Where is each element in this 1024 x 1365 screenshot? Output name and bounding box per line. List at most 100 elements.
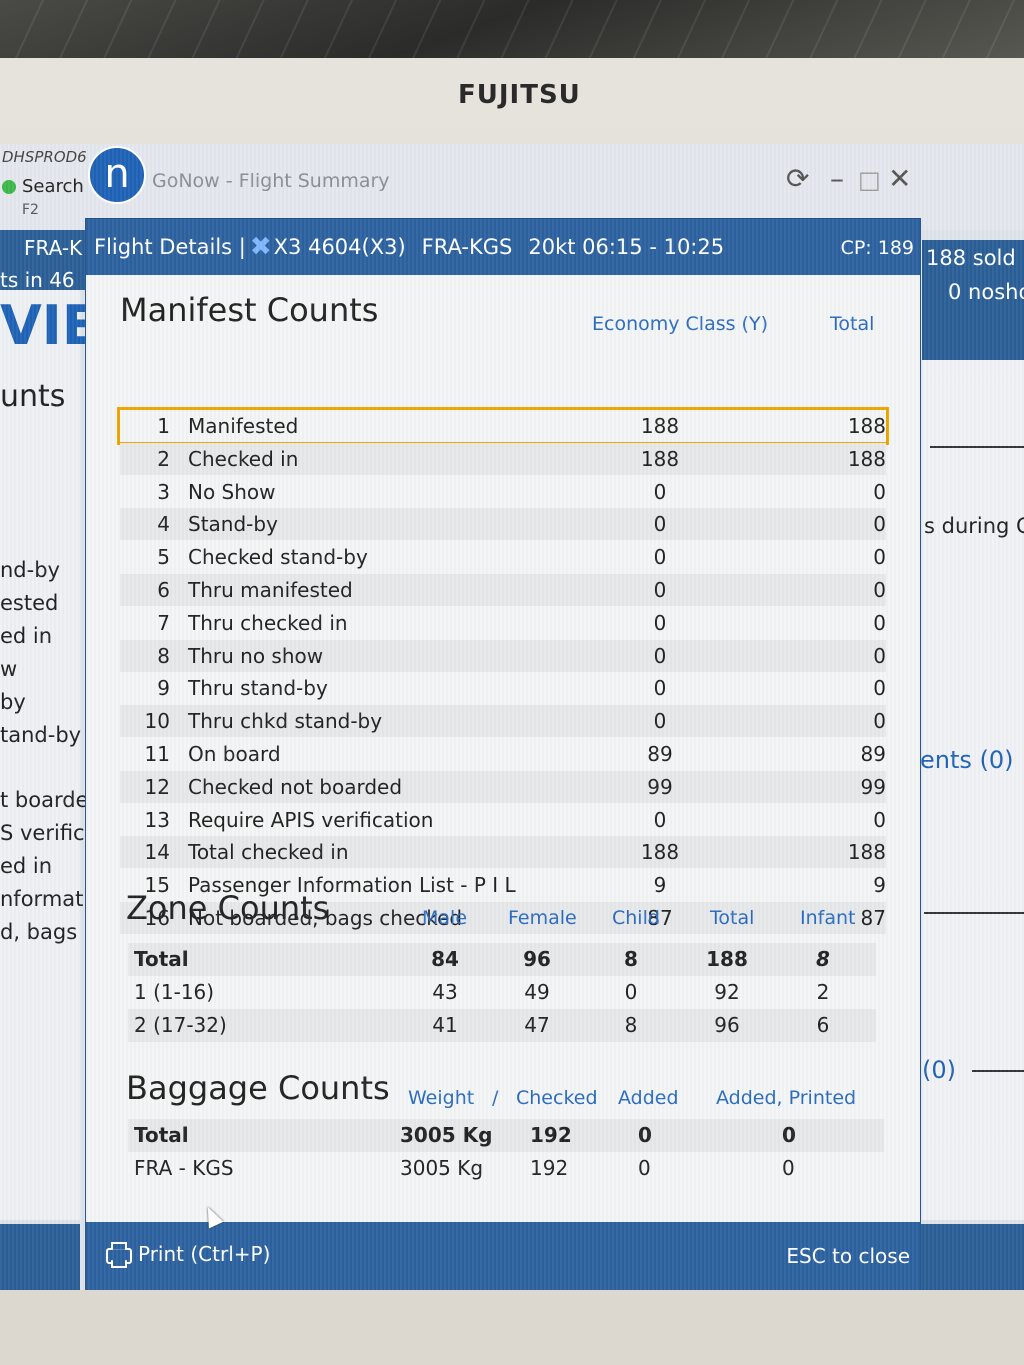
manifest-row[interactable]: 1 Manifested 188 188 (117, 407, 889, 445)
baggage-checked: 192 (530, 1156, 569, 1180)
total-value: 188 (847, 446, 886, 471)
col-total: Total (830, 313, 875, 335)
esc-to-close[interactable]: ESC to close (786, 1244, 910, 1268)
manifest-row[interactable]: 4 Stand-by 0 0 (120, 508, 886, 541)
manifest-row[interactable]: 6 Thru manifested 0 0 (120, 574, 886, 606)
flight-time: 20kt 06:15 - 10:25 (528, 235, 725, 259)
manifest-counts-title: Manifest Counts (120, 291, 379, 329)
manifest-row[interactable]: 11 On board 89 89 (120, 738, 886, 770)
divider (924, 912, 1024, 914)
sold-count: 188 sold (926, 246, 1016, 270)
print-label: Print (Ctrl+P) (138, 1242, 271, 1266)
bg-route-text: FRA-K (24, 236, 83, 260)
row-number: 8 (157, 643, 170, 668)
manifest-row[interactable]: 16 Not boarded, bags checked 87 87 (120, 902, 886, 934)
row-label: Thru stand-by (188, 676, 328, 701)
economy-value: 188 (640, 446, 680, 471)
print-button[interactable]: Print (Ctrl+P) (104, 1242, 270, 1266)
dialog-footer: Print (Ctrl+P) ESC to close (86, 1222, 920, 1290)
bg-text: s during C (924, 514, 1024, 538)
manifest-row[interactable]: 5 Checked stand-by 0 0 (120, 541, 886, 573)
row-number: 11 (144, 742, 170, 766)
bg-row: ed in (0, 854, 53, 878)
baggage-row[interactable]: FRA - KGS 3005 Kg 192 0 0 (128, 1152, 884, 1185)
row-label: No Show (188, 479, 276, 504)
col-added-printed: Added, Printed (716, 1087, 857, 1109)
row-label: Stand-by (188, 512, 278, 537)
manifest-row[interactable]: 13 Require APIS verification 0 0 (120, 804, 886, 836)
search-shortcut: F2 (22, 202, 39, 218)
manifest-row[interactable]: 9 Thru stand-by 0 0 (120, 672, 886, 704)
row-number: 6 (157, 578, 170, 602)
zone-label: Total (134, 947, 189, 971)
manifest-row[interactable]: 10 Thru chkd stand-by 0 0 (120, 705, 886, 738)
monitor-brand-logo: FUJITSU (458, 80, 581, 110)
row-number: 13 (144, 807, 170, 832)
minimize-icon[interactable]: – (830, 162, 844, 195)
zone-row[interactable]: 1 (1-16) 43 49 0 92 2 (128, 976, 876, 1009)
maximize-icon[interactable]: □ (858, 166, 881, 194)
row-label: Checked in (188, 446, 299, 471)
manifest-row[interactable]: 7 Thru checked in 0 0 (120, 607, 886, 639)
bg-row: ed in (0, 624, 53, 648)
baggage-checked: 192 (530, 1123, 572, 1147)
bg-row: tand-by (0, 723, 82, 747)
economy-value: 188 (640, 414, 680, 438)
baggage-row[interactable]: Total 3005 Kg 192 0 0 (128, 1119, 884, 1152)
economy-value: 0 (653, 643, 667, 668)
zone-infant: 8 (816, 947, 830, 971)
search-button[interactable]: Search (2, 176, 84, 197)
total-value: 87 (860, 906, 886, 930)
zone-row[interactable]: Total 84 96 8 188 8 (128, 943, 876, 976)
total-value: 99 (860, 774, 886, 799)
window-title: GoNow - Flight Summary (152, 170, 390, 192)
economy-value: 0 (653, 545, 667, 570)
zone-infant: 2 (816, 980, 830, 1004)
bg-link[interactable]: (0) (922, 1056, 956, 1084)
zone-child: 8 (624, 947, 638, 971)
zone-row[interactable]: 2 (17-32) 41 47 8 96 6 (128, 1009, 876, 1042)
row-number: 9 (157, 676, 170, 701)
refresh-icon[interactable]: ⟳ (786, 162, 810, 195)
row-number: 16 (144, 906, 170, 930)
total-value: 89 (860, 742, 886, 766)
economy-value: 188 (640, 840, 680, 865)
manifest-row[interactable]: 14 Total checked in 188 188 (120, 836, 886, 869)
col-checked: Checked (516, 1087, 598, 1109)
col-zone-total: Total (710, 907, 755, 929)
economy-value: 0 (653, 709, 667, 734)
zone-counts-title: Zone Counts (126, 889, 330, 927)
bg-link[interactable]: ents (0) (920, 746, 1014, 774)
manifest-row[interactable]: 12 Checked not boarded 99 99 (120, 770, 886, 803)
manifest-row[interactable]: 8 Thru no show 0 0 (120, 639, 886, 672)
total-value: 0 (873, 807, 886, 832)
bg-footer (918, 1224, 1024, 1290)
airline-logo-icon: ✖ (249, 232, 272, 262)
row-number: 2 (157, 446, 170, 471)
manifest-row[interactable]: 3 No Show 0 0 (120, 476, 886, 508)
zone-male: 84 (431, 947, 459, 971)
flight-number: X3 4604(X3) (273, 235, 406, 259)
manifest-row[interactable]: 2 Checked in 188 188 (120, 442, 886, 475)
close-icon[interactable]: ✕ (888, 162, 912, 195)
zone-female: 96 (523, 947, 551, 971)
bg-row: nd-by (0, 558, 60, 582)
zone-total: 92 (714, 980, 740, 1004)
total-value: 0 (873, 545, 886, 570)
col-child: Child (612, 907, 660, 929)
bg-right-panel (922, 360, 1024, 1220)
status-dot-icon (2, 179, 16, 194)
row-number: 12 (144, 774, 170, 799)
economy-value: 0 (653, 807, 667, 832)
zone-child: 8 (624, 1013, 638, 1037)
economy-value: 0 (653, 610, 667, 635)
col-economy-class: Economy Class (Y) (592, 313, 768, 335)
system-label: DHSPROD6 (2, 148, 87, 166)
bg-row: ested (0, 591, 59, 615)
total-value: 0 (873, 709, 886, 734)
manifest-row[interactable]: 15 Passenger Information List - P I L 9 9 (120, 869, 886, 901)
flight-route: FRA-KGS (421, 235, 513, 259)
row-number: 4 (157, 512, 170, 537)
economy-value: 0 (653, 512, 667, 537)
row-label: Thru checked in (188, 610, 348, 635)
